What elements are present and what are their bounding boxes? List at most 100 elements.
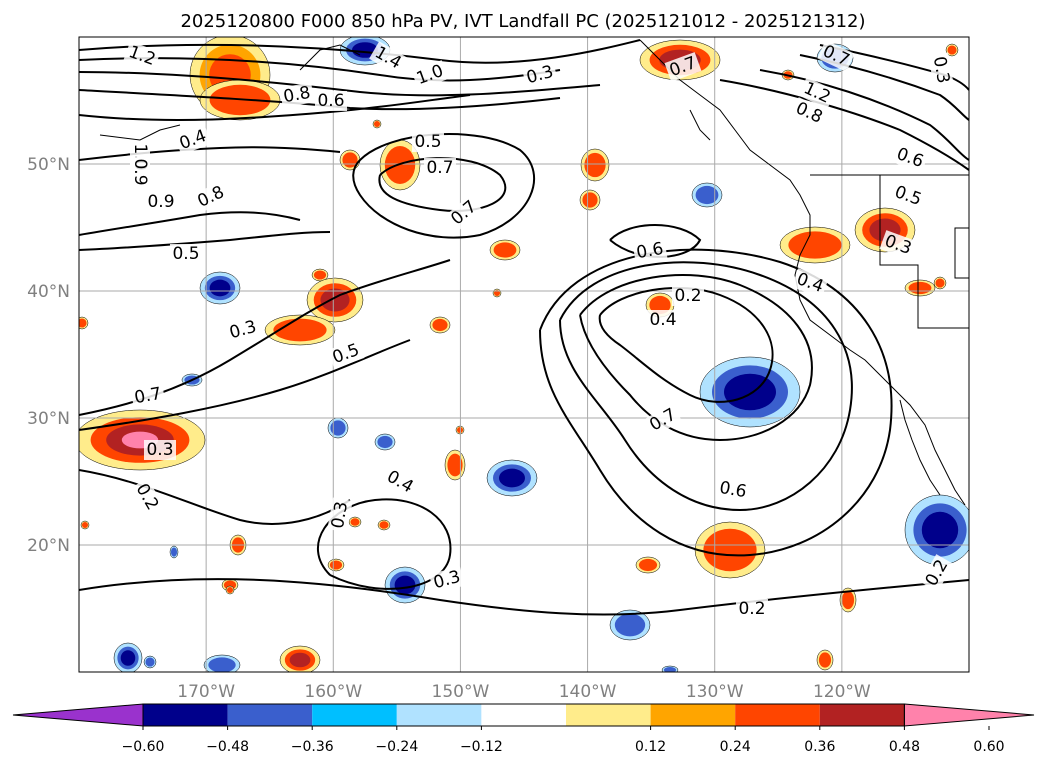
pv-contour-line	[79, 57, 561, 82]
contour-label-background	[928, 52, 954, 88]
map-background	[79, 37, 969, 672]
coastline	[689, 109, 711, 141]
contour-label-background	[521, 61, 559, 89]
contour-value-label: 0.2	[674, 286, 701, 306]
pc-anomaly-blob	[372, 119, 382, 129]
pv-contour-line	[79, 339, 411, 431]
pc-anomaly-blob	[199, 271, 241, 305]
pc-anomaly-fill	[170, 547, 178, 557]
coastline-layer	[99, 39, 969, 506]
pc-anomaly-fill	[379, 521, 389, 529]
pc-anomaly-fill	[226, 586, 234, 594]
contour-value-label: 0.8	[282, 83, 312, 107]
contour-value-label: 0.3	[929, 55, 953, 85]
colorbar-segment	[312, 704, 397, 726]
pc-anomaly-fill	[935, 278, 945, 288]
pc-anomaly-fill	[79, 318, 87, 328]
contour-label-background	[424, 158, 456, 178]
pc-anomaly-fill	[377, 435, 393, 449]
latitude-label: 30°N	[27, 409, 70, 429]
pv-contour-layer	[79, 39, 969, 616]
pc-anomaly-fill	[394, 575, 416, 595]
contour-label-background	[715, 477, 751, 503]
pc-anomaly-fill	[330, 420, 346, 436]
longitude-labels: 170°W 160°W 150°W 140°W 130°W 120°W	[177, 682, 871, 702]
figure-title: 2025120800 F000 850 hPa PV, IVT Landfall…	[180, 11, 865, 32]
contour-label-background	[279, 82, 315, 108]
longitude-label: 120°W	[813, 682, 871, 702]
pv-contour-line	[79, 578, 969, 616]
pc-anomaly-blob	[904, 279, 936, 297]
pc-anomaly-blob	[580, 148, 610, 182]
map-panel: 1.21.41.00.80.60.30.40.70.71.20.80.61.00…	[27, 36, 970, 702]
colorbar-segment	[735, 704, 820, 726]
latitude-label: 50°N	[27, 155, 70, 175]
contour-label-background	[647, 310, 679, 330]
pc-anomaly-blob	[264, 314, 336, 346]
contour-value-label: 0.5	[414, 132, 441, 152]
contour-value-label: 0.9	[147, 192, 174, 212]
contour-label-background	[130, 478, 164, 516]
colorbar-tick-label: −0.12	[460, 739, 503, 755]
pc-anomaly-fill	[350, 518, 360, 526]
pc-anomaly-fill	[614, 613, 646, 637]
contour-label-background	[130, 383, 166, 409]
pv-contour-line	[759, 69, 969, 161]
colorbar-tick-label: −0.60	[122, 739, 165, 755]
pc-anomaly-blob	[904, 494, 969, 566]
longitude-label: 160°W	[304, 682, 362, 702]
pc-anomaly-fill	[947, 45, 957, 55]
colorbar-tick-label: 0.36	[804, 739, 835, 755]
pv-contour-line	[79, 39, 641, 64]
pc-anomaly-blob	[489, 239, 521, 261]
pc-anomaly-blob	[635, 556, 661, 574]
contour-value-label: 0.9	[130, 158, 150, 185]
contour-label-background	[170, 244, 202, 264]
colorbar-segment	[143, 704, 228, 726]
pc-anomaly-fill	[209, 279, 231, 297]
pc-anomaly-blob	[429, 316, 451, 334]
coastline	[899, 399, 941, 496]
contour-value-label: 0.4	[649, 310, 676, 330]
pc-anomaly-fill	[273, 318, 327, 342]
pv-contour-line	[539, 248, 893, 557]
pc-anomaly-blob	[377, 519, 391, 531]
pv-contour-line	[79, 94, 471, 122]
contour-label-background	[144, 440, 176, 460]
pc-anomaly-fill	[649, 295, 671, 315]
contour-label-background	[145, 192, 177, 212]
pc-anomaly-blob	[279, 645, 321, 672]
colorbar: −0.60 −0.48 −0.36 −0.24 −0.12 0.12 0.24 0.36 0.4…	[12, 703, 1035, 755]
contour-label-background	[411, 60, 449, 90]
pc-anomaly-fill	[447, 453, 463, 477]
pc-anomaly-blob	[79, 409, 206, 471]
colorbar-tick-label: 0.24	[720, 739, 751, 755]
pc-anomaly-fill	[663, 666, 677, 672]
pc-anomaly-blob	[699, 356, 801, 428]
contour-label-background	[224, 316, 262, 344]
contour-label-background	[412, 132, 444, 152]
colorbar-tick-label: 0.60	[973, 739, 1004, 755]
colorbar-tick-label: 0.12	[635, 739, 666, 755]
colorbar-tick-label: −0.36	[291, 739, 334, 755]
contour-label-background	[889, 181, 927, 211]
colorbar-extend-min	[12, 703, 144, 727]
pc-anomaly-blob	[80, 520, 90, 530]
pc-anomaly-fill	[724, 373, 776, 411]
contour-label-background	[130, 156, 150, 188]
contour-label-background	[327, 497, 353, 533]
pc-anomaly-blob	[327, 417, 349, 439]
contour-label-background	[381, 465, 419, 499]
colorbar-tick-label: −0.48	[206, 739, 249, 755]
longitude-label: 150°W	[432, 682, 490, 702]
colorbar-segment	[819, 704, 905, 726]
contour-label-background	[791, 268, 829, 298]
pc-anomaly-blob	[113, 642, 143, 672]
pc-anomaly-fill	[208, 657, 236, 672]
longitude-label: 170°W	[177, 682, 235, 702]
pc-anomaly-fill	[81, 521, 89, 529]
contour-value-label: 0.7	[133, 384, 163, 408]
contour-label-background	[891, 143, 929, 173]
latitude-label: 40°N	[27, 282, 70, 302]
pc-anomaly-blob	[374, 433, 396, 451]
